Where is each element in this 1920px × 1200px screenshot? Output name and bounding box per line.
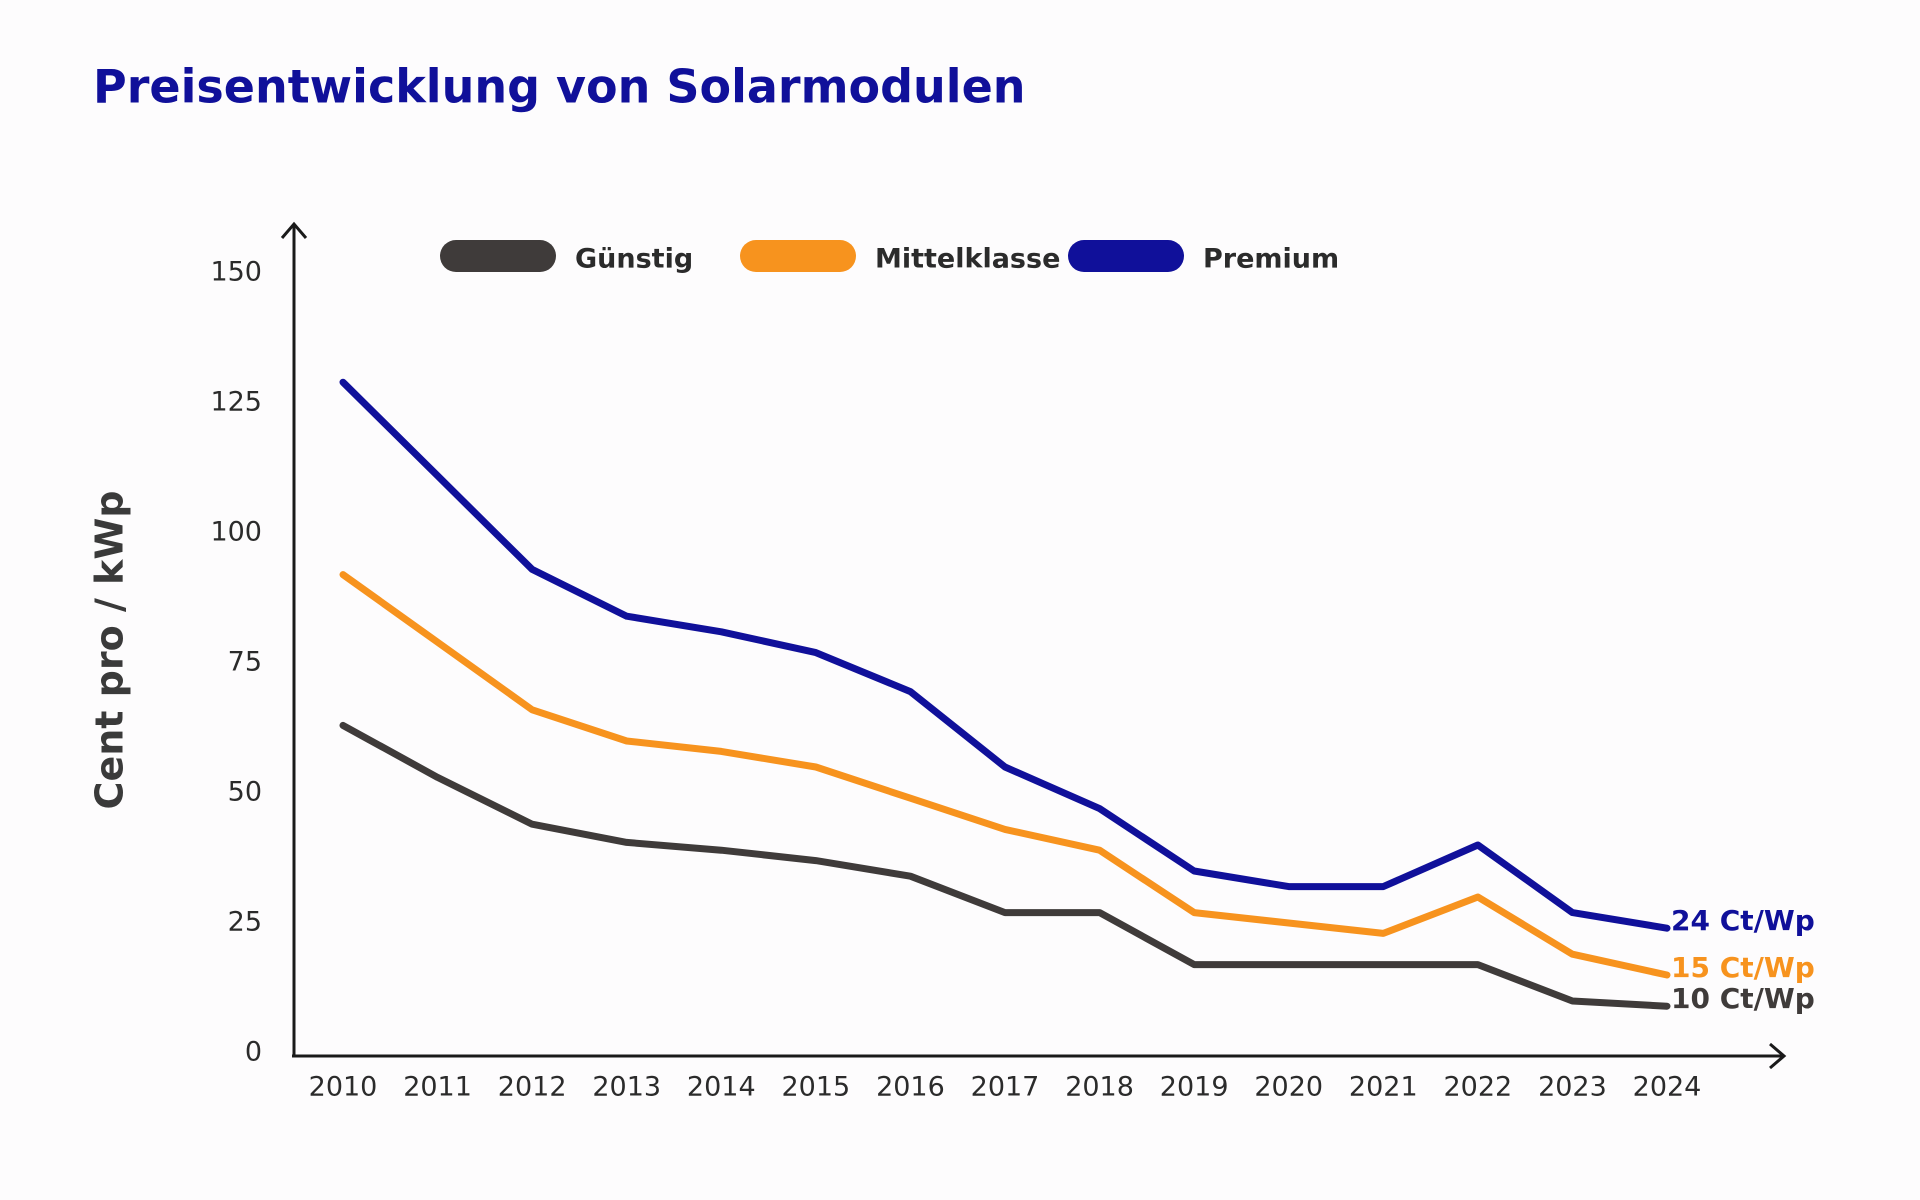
series-line (339, 378, 1671, 932)
series-line (339, 571, 1671, 979)
series-end-label: 24 Ct/Wp (1671, 904, 1815, 937)
legend-swatch (1068, 240, 1184, 272)
legend-label: Premium (1203, 244, 1339, 275)
y-tick-label: 75 (228, 647, 262, 678)
x-tick-label: 2012 (498, 1072, 567, 1103)
y-tick-label: 100 (210, 517, 262, 548)
x-tick-label: 2021 (1349, 1072, 1418, 1103)
y-tick-label: 25 (228, 907, 262, 938)
x-axis-arrow (1769, 1042, 1787, 1070)
x-tick-label: 2013 (592, 1072, 661, 1103)
axes (280, 221, 1787, 1070)
x-tick-label: 2011 (403, 1072, 472, 1103)
legend-label: Mittelklasse (875, 244, 1060, 275)
series-end-label: 15 Ct/Wp (1671, 951, 1815, 984)
x-tick-label: 2018 (1065, 1072, 1134, 1103)
series-end-label: 10 Ct/Wp (1671, 982, 1815, 1015)
chart-title: Preisentwicklung von Solarmodulen (93, 60, 1026, 114)
y-tick-label: 125 (210, 387, 262, 418)
y-tick-label: 150 (210, 257, 262, 288)
x-tick-label: 2023 (1538, 1072, 1607, 1103)
x-tick-label: 2010 (309, 1072, 378, 1103)
x-tick-label: 2015 (781, 1072, 850, 1103)
x-tick-label: 2014 (687, 1072, 756, 1103)
y-tick-label: 0 (245, 1037, 262, 1068)
y-axis-label: Cent pro / kWp (88, 491, 132, 810)
legend-label: Günstig (575, 244, 693, 275)
legend-swatch (440, 240, 556, 272)
x-tick-label: 2019 (1160, 1072, 1229, 1103)
x-tick-label: 2022 (1443, 1072, 1512, 1103)
series-line (339, 721, 1671, 1010)
x-tick-label: 2020 (1254, 1072, 1323, 1103)
x-tick-label: 2016 (876, 1072, 945, 1103)
y-tick-label: 50 (228, 777, 262, 808)
x-tick-label: 2017 (971, 1072, 1040, 1103)
legend-swatch (740, 240, 856, 272)
y-axis-arrow (280, 221, 308, 239)
x-tick-label: 2024 (1633, 1072, 1702, 1103)
